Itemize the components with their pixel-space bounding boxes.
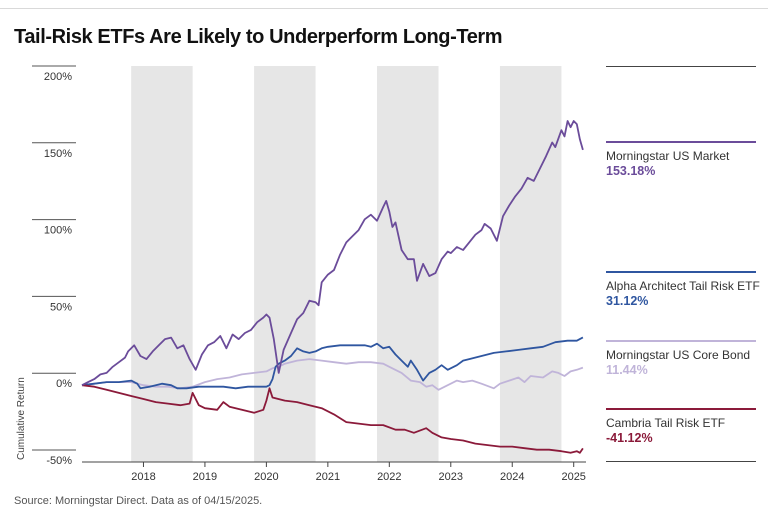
x-tick-label-4: 2022 <box>377 471 401 483</box>
series-line-morningstar-us-market <box>81 120 584 387</box>
x-tick-label-7: 2025 <box>561 471 585 483</box>
shaded-period-0 <box>131 66 193 462</box>
x-tick-label-1: 2019 <box>193 471 217 483</box>
legend-label-cambria: Cambria Tail Risk ETF <box>606 416 726 430</box>
source-note: Source: Morningstar Direct. Data as of 0… <box>14 495 263 507</box>
x-tick-label-3: 2021 <box>316 471 340 483</box>
shaded-period-3 <box>499 66 562 462</box>
chart-title: Tail-Risk ETFs Are Likely to Underperfor… <box>14 26 503 48</box>
legend-label-alpha-architect: Alpha Architect Tail Risk ETF <box>606 279 760 293</box>
legend-top-rule <box>606 66 756 67</box>
legend-swatch-alpha-architect <box>606 271 756 273</box>
line-chart: 200% 150% 100% 50% 0% -50% Cumulative Return 20… <box>16 65 586 483</box>
legend-value-alpha-architect: 31.12% <box>606 294 649 308</box>
legend-entry-core-bond: Morningstar US Core Bond 11.44% <box>606 340 756 378</box>
legend-bottom-rule <box>606 461 756 462</box>
x-tick-label-6: 2024 <box>500 471 524 483</box>
top-rule <box>0 8 768 9</box>
legend-label-core-bond: Morningstar US Core Bond <box>606 348 751 362</box>
shaded-period-1 <box>254 66 316 462</box>
series-line-alpha-architect-tail-risk-etf <box>81 336 584 390</box>
y-tick-label-2: 100% <box>44 225 72 237</box>
legend-swatch-cambria <box>606 408 756 410</box>
y-axis-title: Cumulative Return <box>16 377 27 460</box>
y-tick-label-0: 200% <box>44 71 72 83</box>
series-line-cambria-tail-risk-etf <box>81 384 584 454</box>
y-tick-label-5: -50% <box>46 455 72 467</box>
x-tick-label-0: 2018 <box>131 471 155 483</box>
legend-swatch-us-market <box>606 141 756 143</box>
legend-entry-us-market: Morningstar US Market 153.18% <box>606 141 756 179</box>
legend-swatch-core-bond <box>606 340 756 342</box>
x-tick-label-5: 2023 <box>439 471 463 483</box>
shaded-period-2 <box>377 66 439 462</box>
y-tick-label-1: 150% <box>44 148 72 160</box>
legend-value-cambria: -41.12% <box>606 431 653 445</box>
legend-entry-cambria: Cambria Tail Risk ETF -41.12% <box>606 408 756 446</box>
x-tick-label-2: 2020 <box>254 471 278 483</box>
y-tick-label-3: 50% <box>50 301 72 313</box>
legend-value-us-market: 153.18% <box>606 164 656 178</box>
legend-value-core-bond: 11.44% <box>606 363 648 377</box>
legend-label-us-market: Morningstar US Market <box>606 149 730 163</box>
legend-entry-alpha-architect: Alpha Architect Tail Risk ETF 31.12% <box>606 271 760 309</box>
y-tick-label-4: 0% <box>56 378 72 390</box>
